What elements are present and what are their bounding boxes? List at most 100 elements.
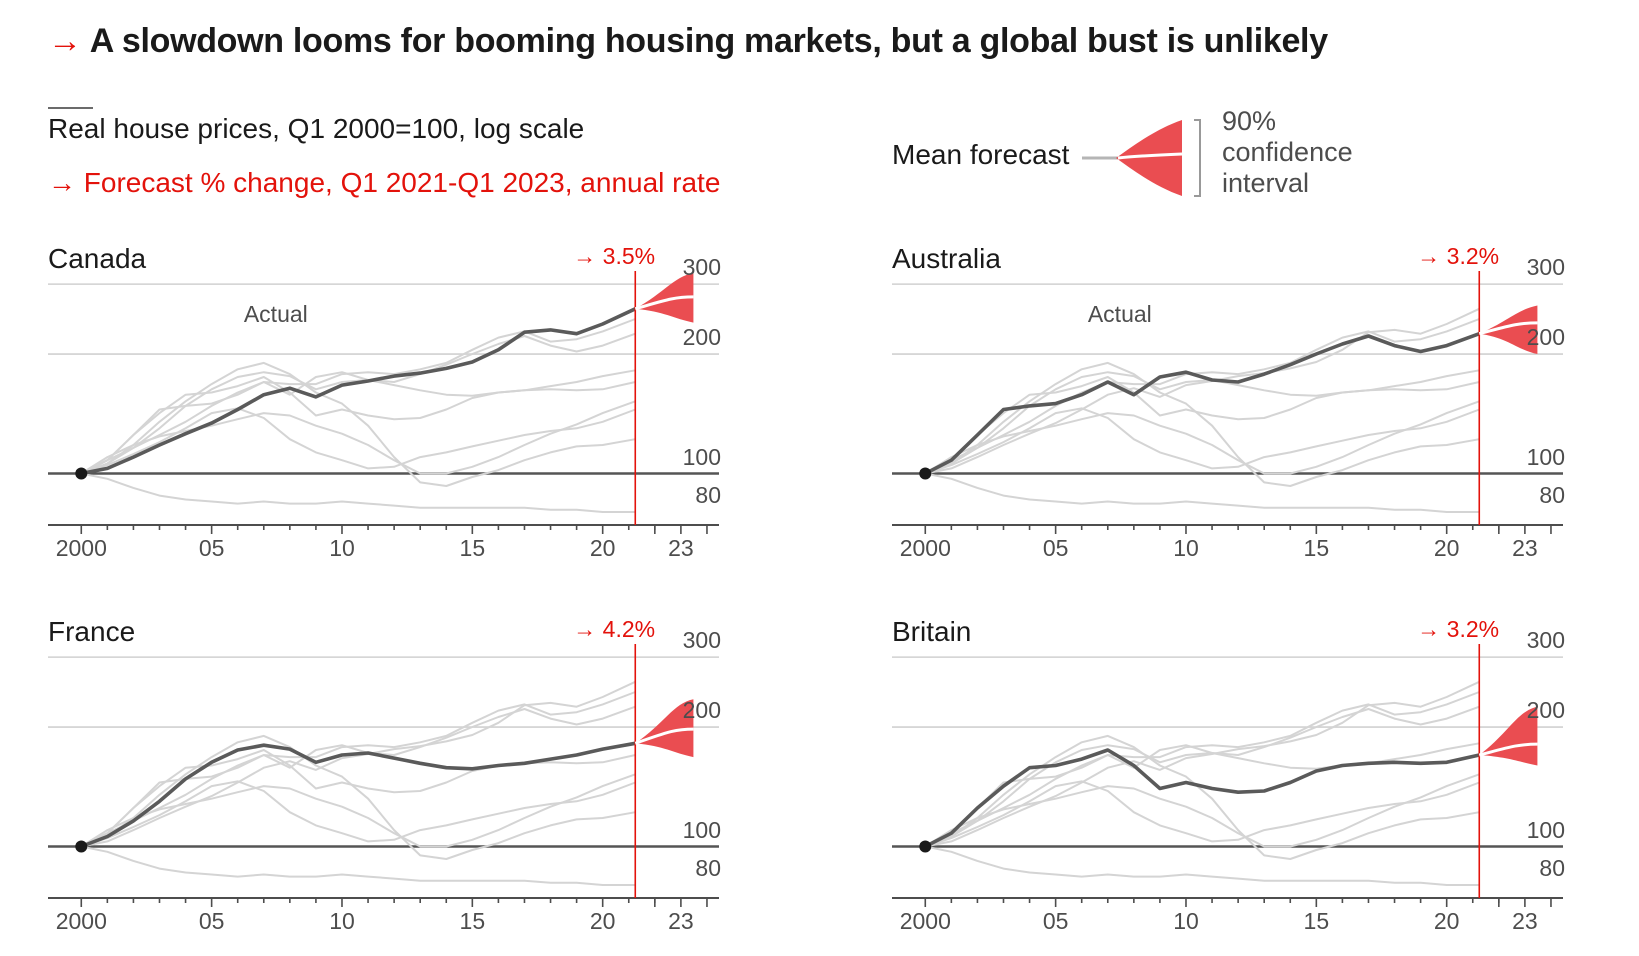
forecast-rate-label: → 3.5%: [573, 243, 656, 269]
origin-point: [75, 840, 88, 853]
x-tick-label: 20: [589, 535, 616, 561]
series-line-canada: [925, 680, 1480, 848]
panel-australia: Australia → 3.2% Actual 300 200 100 80 2000 05 10…: [892, 243, 1612, 583]
x-tick-label: 05: [1042, 535, 1069, 561]
forecast-mean-line: [1478, 742, 1538, 757]
x-tick-label: 15: [1303, 535, 1330, 561]
y-tick-label: 100: [682, 816, 721, 843]
panel-title: France: [48, 616, 136, 647]
panel-chart-svg: [892, 271, 1563, 534]
forecast-mean-line: [634, 727, 694, 745]
y-tick-label: 80: [1539, 854, 1565, 881]
y-tick-label: 300: [1526, 254, 1565, 281]
forecast-confidence-fan: [635, 699, 694, 758]
forecast-confidence-fan: [1479, 305, 1538, 355]
x-tick-label: 20: [1433, 908, 1460, 934]
y-tick-label: 80: [695, 854, 721, 881]
series-line-canada: [925, 307, 1480, 475]
series-line-spain: [924, 734, 1480, 860]
forecast-subtitle: → Forecast % change, Q1 2021-Q1 2023, an…: [48, 167, 721, 198]
series-line-united-states: [80, 780, 636, 848]
legend-bracket: [1194, 119, 1201, 197]
origin-point: [75, 467, 88, 480]
series-line-canada: [81, 680, 636, 848]
series-line-italy: [81, 845, 636, 886]
x-tick-label: 2000: [55, 535, 107, 561]
x-tick-label: 10: [329, 535, 355, 561]
series-line-france: [80, 741, 636, 849]
series-line-spain: [80, 734, 636, 860]
origin-point: [919, 467, 932, 480]
series-line-australia: [924, 705, 1480, 848]
series-line-netherlands: [924, 773, 1480, 848]
series-line-united-states: [924, 407, 1480, 475]
forecast-mean-line: [634, 295, 694, 311]
series-line-france: [924, 742, 1480, 848]
series-line-netherlands: [924, 400, 1480, 475]
series-line-spain: [80, 361, 636, 487]
series-line-britain: [80, 376, 636, 475]
forecast-rate-label: → 3.2%: [1417, 243, 1500, 269]
series-line-britain: [924, 376, 1480, 475]
series-line-france: [80, 369, 636, 475]
series-line-sweden: [924, 318, 1480, 475]
legend-ci-line1: 90%: [1222, 106, 1277, 136]
actual-label: Actual: [1087, 301, 1152, 327]
y-tick-label: 100: [1526, 443, 1565, 470]
x-tick-label: 20: [589, 908, 616, 934]
series-line-italy: [81, 472, 636, 513]
y-tick-label: 300: [1526, 627, 1565, 654]
legend-confidence-text: 90% confidence interval: [1222, 106, 1353, 199]
panel-canada: Canada → 3.5% Actual 300 200 100 80 2000 05 10 15 2…: [48, 243, 768, 583]
x-tick-label: 15: [459, 535, 486, 561]
x-tick-label: 20: [1433, 535, 1460, 561]
y-tick-label: 200: [682, 697, 721, 724]
y-tick-label: 80: [1539, 481, 1565, 508]
panel-title: Australia: [892, 243, 1001, 274]
y-tick-label: 200: [1526, 324, 1565, 351]
series-line-australia: [80, 705, 636, 848]
y-tick-label: 80: [695, 481, 721, 508]
series-line-united-states: [80, 407, 636, 475]
forecast-rate-label: → 4.2%: [573, 616, 656, 642]
legend-ci-line2: confidence: [1222, 137, 1353, 167]
panel-chart-svg: [892, 644, 1563, 907]
forecast-mean-line: [1478, 321, 1538, 336]
panel-britain: Britain → 3.2% 300 200 100 80 2000 05 10 15 20 23: [892, 616, 1612, 956]
subtitle-rule: [48, 107, 93, 109]
series-line-sweden: [80, 691, 636, 848]
title-text: A slowdown looms for booming housing mar…: [89, 22, 1328, 60]
title-arrow-icon: →: [48, 22, 82, 60]
forecast-confidence-fan: [635, 273, 694, 323]
x-tick-label: 2000: [899, 908, 951, 934]
x-tick-label: 23: [1512, 908, 1538, 934]
x-tick-label: 2000: [899, 535, 951, 561]
series-line-britain: [924, 748, 1480, 849]
legend-ci-line3: interval: [1222, 168, 1310, 198]
series-line-italy: [925, 845, 1480, 886]
series-line-sweden: [924, 691, 1480, 848]
series-line-spain: [924, 361, 1480, 487]
x-tick-label: 10: [1173, 535, 1199, 561]
y-tick-label: 200: [682, 324, 721, 351]
x-tick-label: 23: [668, 535, 694, 561]
x-tick-label: 23: [1512, 535, 1538, 561]
legend-forecast-key: [1082, 119, 1201, 197]
x-tick-label: 23: [668, 908, 694, 934]
series-line-australia: [924, 332, 1480, 476]
series-line-canada: [80, 307, 637, 476]
origin-point: [919, 840, 932, 853]
series-line-netherlands: [80, 773, 636, 848]
y-tick-label: 300: [682, 254, 721, 281]
chart-title: → A slowdown looms for booming housing ma…: [48, 22, 1328, 61]
y-tick-label: 100: [682, 443, 721, 470]
x-tick-label: 05: [198, 535, 225, 561]
legend-confidence-fan: [1116, 120, 1182, 196]
panel-chart-svg: [48, 271, 719, 534]
series-line-united-states: [924, 780, 1480, 848]
y-tick-label: 300: [682, 627, 721, 654]
panel-france: France → 4.2% 300 200 100 80 2000 05 10 15 20 23: [48, 616, 768, 956]
x-tick-label: 05: [198, 908, 225, 934]
series-line-australia: [80, 332, 636, 475]
actual-label: Actual: [243, 301, 308, 327]
